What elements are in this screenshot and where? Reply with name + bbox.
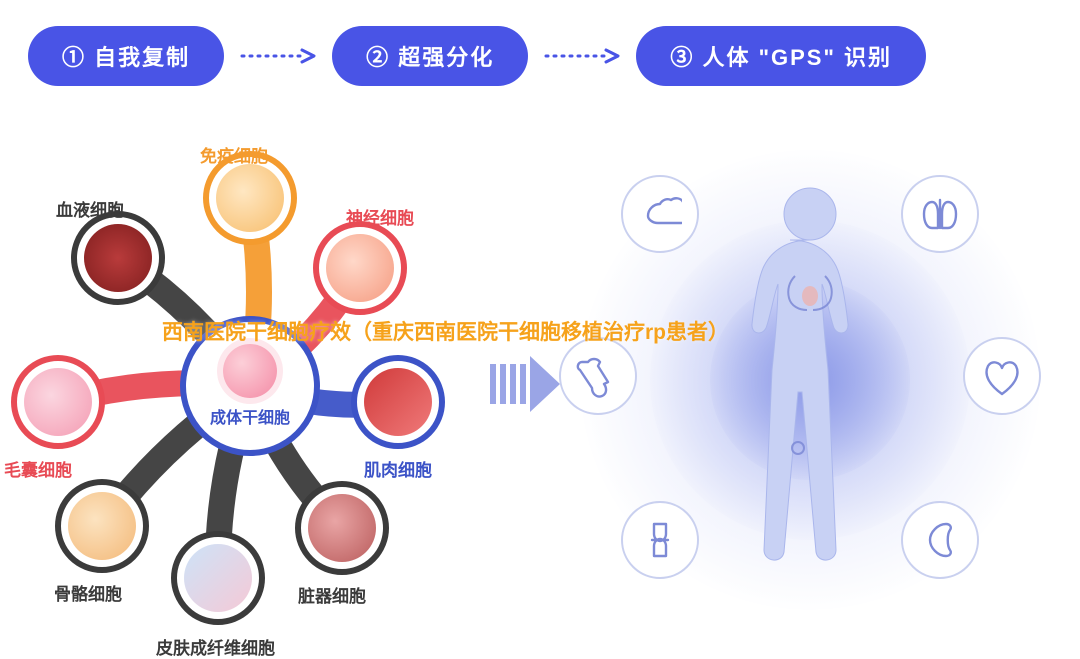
spoke-blood-label: 血液细胞 [56,196,124,221]
hub-label: 成体干细胞 [210,404,290,428]
spoke-muscle [351,355,445,449]
pill-3: ③ 人体 "GPS" 识别 [636,26,926,86]
spoke-nerve-label: 神经细胞 [346,204,414,229]
spoke-fibro [171,531,265,625]
pill-2-num: ② [366,45,390,70]
spoke-immune-icon [216,164,284,232]
spoke-organ-icon [308,494,376,562]
organ-joint-icon [621,501,699,579]
connector-arrow-1 [238,46,318,66]
spoke-organ [295,481,389,575]
spoke-organ-label: 脏器细胞 [298,582,366,607]
organ-heart-icon [963,337,1041,415]
organ-kidney-icon [901,501,979,579]
top-step-pills: ① 自我复制 ② 超强分化 ③ 人体 "GPS" 识别 [28,26,1080,86]
overlay-watermark-text: 西南医院干细胞疗效（重庆西南医院干细胞移植治疗rp患者） [162,316,729,346]
stem-cell-radial-diagram: 成体干细胞 免疫细胞神经细胞肌肉细胞脏器细胞皮肤成纤维细胞骨骼细胞毛囊细胞血液细… [0,130,500,640]
spoke-muscle-label: 肌肉细胞 [364,456,432,481]
spoke-bone-label: 骨骼细胞 [54,580,122,605]
pill-1-num: ① [62,45,86,70]
organ-brain-icon [621,175,699,253]
organ-lungs-icon [901,175,979,253]
spoke-blood-icon [84,224,152,292]
pill-2-label: 超强分化 [398,45,494,70]
pill-1-label: 自我复制 [94,45,190,70]
spoke-hair-icon [24,368,92,436]
spoke-blood [71,211,165,305]
spoke-immune-label: 免疫细胞 [200,142,268,167]
spoke-fibro-icon [184,544,252,612]
hub-cell-icon [223,344,277,398]
spoke-muscle-icon [364,368,432,436]
spoke-nerve [313,221,407,315]
connector-arrow-2 [542,46,622,66]
spoke-nerve-icon [326,234,394,302]
spoke-fibro-label: 皮肤成纤维细胞 [156,634,275,659]
spoke-hair [11,355,105,449]
pill-2: ② 超强分化 [332,26,528,86]
pill-3-num: ③ [670,45,694,70]
pill-3-label: 人体 "GPS" 识别 [702,45,892,70]
human-body-icon [725,180,895,580]
spoke-bone-icon [68,492,136,560]
organ-femur-icon [559,337,637,415]
spoke-hair-label: 毛囊细胞 [4,456,72,481]
human-body-panel [540,130,1080,630]
spoke-bone [55,479,149,573]
pill-1: ① 自我复制 [28,26,224,86]
